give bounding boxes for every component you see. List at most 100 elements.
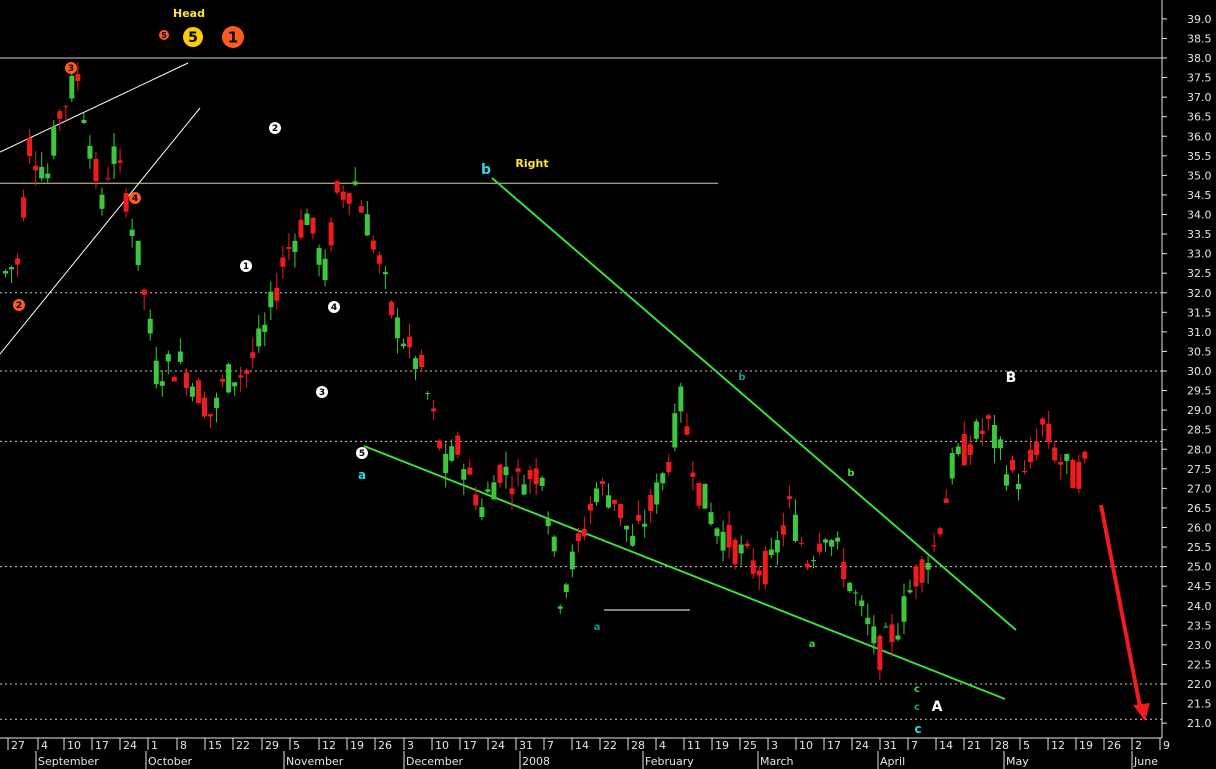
candle-body [991,424,997,449]
candle-body [756,570,762,576]
forecast-arrow-line [1099,504,1143,713]
candle-body [177,351,183,362]
y-tick-label: 37.5 [1187,72,1212,85]
candle-body [394,317,400,339]
candle-body [298,219,304,238]
candle-body [997,439,1003,449]
candle-body [195,380,201,404]
candle-body [268,291,274,308]
candle-body [214,397,220,408]
y-tick-label: 37.0 [1187,91,1212,104]
candle-body [99,194,105,209]
candle-body [690,472,696,477]
candle-body [286,247,292,250]
wave-marker-circle [129,192,141,204]
candle-body [226,364,232,393]
candle-body [208,414,214,417]
x-tick-label: 29 [265,739,279,752]
wave-marker: 5 [356,447,368,459]
candle-body [250,352,256,358]
candle-body [467,467,473,475]
candle-body [817,543,823,552]
reference-lines [0,57,1162,720]
candle-body [87,145,93,159]
annotation-right: Right [515,157,548,170]
candle-body [979,430,985,435]
y-tick-label: 36.0 [1187,130,1212,143]
candle-body [581,528,587,537]
candle-body [563,584,569,593]
candle-body [15,258,21,265]
candle-body [370,240,376,250]
candle-body [153,360,159,385]
x-tick-label: 11 [687,739,701,752]
forecast-arrow-head [1133,703,1150,721]
y-tick-label: 36.5 [1187,111,1212,124]
y-tick-label: 31.5 [1187,306,1212,319]
candle-body [105,178,111,180]
candle-body [521,484,527,495]
wave-label-big-B: B [1006,370,1017,386]
candle-body [895,635,901,640]
month-label: May [1006,755,1029,768]
candle-body [606,495,611,508]
candle-body [1034,441,1040,456]
wave-marker-circle [183,27,203,47]
candle-body [21,197,27,218]
y-tick-label: 21.0 [1187,717,1212,730]
wave-marker: 1 [222,26,244,48]
x-tick-label: 8 [180,739,187,752]
candle-body [804,563,810,568]
candle-body [419,354,425,368]
candle-body [527,470,533,480]
x-tick-label: 21 [967,739,981,752]
wave-marker-label: 4 [331,303,337,313]
x-tick-label: 3 [407,739,414,752]
candle-body [678,386,684,412]
candle-body [599,481,605,485]
candle-body [780,525,786,535]
candle-body [943,498,949,503]
candle-body [33,165,39,171]
wave-label-b-cyan: b [481,162,491,178]
candle-body [316,248,322,265]
wave-marker-label: 5 [161,31,167,40]
wave-marker: 4 [328,301,340,313]
wave-marker-label: 1 [243,262,249,272]
candle-body [654,482,660,505]
wave-marker: 1 [240,260,252,272]
y-tick-label: 35.0 [1187,169,1212,182]
y-tick-label: 23.5 [1187,619,1212,632]
month-label: June [1133,755,1158,768]
x-tick-label: 14 [575,739,589,752]
wave-label-big-A: A [932,699,943,715]
candle-body [792,514,798,541]
candle-body [81,119,87,123]
x-tick-label: 26 [1107,739,1121,752]
candle-body [69,75,75,99]
wave-marker-label: 5 [188,30,198,46]
candle-body [744,543,750,547]
x-tick-label: 7 [547,739,554,752]
candle-body [1022,470,1028,473]
y-tick-label: 38.5 [1187,32,1212,45]
candle-body [461,469,467,480]
candle-body [618,503,624,519]
candle-body [129,229,135,236]
wave-label-a-teal: a [594,622,601,633]
candle-body [376,255,382,264]
candle-body [853,592,859,594]
x-tick-label: 3 [771,739,778,752]
x-tick-label: 17 [827,739,841,752]
candle-body [352,181,358,185]
candle-body [750,560,756,574]
x-tick-label: 26 [378,739,392,752]
candle-body [738,544,744,554]
x-tick-label: 9 [1163,739,1170,752]
candlestick-series [3,62,1088,681]
x-tick-label: 7 [911,739,918,752]
candle-body [425,393,431,395]
candle-body [1052,447,1058,461]
candle-body [967,444,973,455]
